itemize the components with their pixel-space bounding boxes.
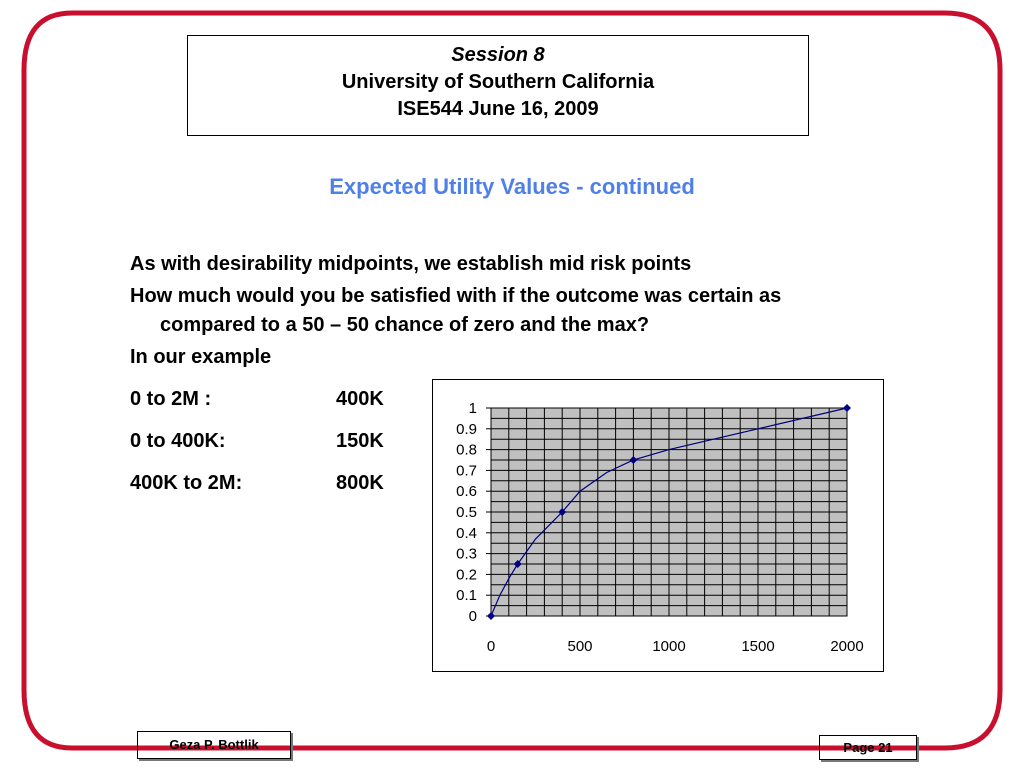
x-tick-label: 500: [567, 638, 592, 655]
data-point-marker: [843, 404, 851, 412]
bullet-example: In our example: [130, 346, 272, 368]
certainty-value: 800K: [336, 472, 384, 494]
author-box: Geza P. Bottlik: [137, 731, 291, 759]
x-tick-label: 1000: [652, 638, 685, 655]
data-point-marker: [487, 612, 495, 620]
y-tick-label: 0.1: [456, 587, 477, 604]
y-tick-label: 0.2: [456, 566, 477, 583]
range-label: 0 to 2M :: [130, 388, 212, 410]
example-row: 400K to 2M: 800K: [130, 469, 870, 498]
course-date: ISE544 June 16, 2009: [397, 98, 599, 120]
slide-title: Expected Utility Values - continued: [329, 174, 695, 199]
y-tick-label: 0.4: [456, 525, 477, 542]
certainty-value: 150K: [336, 430, 384, 452]
range-label: 400K to 2M:: [130, 472, 243, 494]
university-name: University of Southern California: [341, 71, 655, 93]
y-tick-label: 0.6: [456, 483, 477, 500]
example-row: 0 to 400K: 150K: [130, 427, 870, 456]
x-tick-label: 0: [487, 638, 495, 655]
range-label: 0 to 400K:: [130, 430, 226, 452]
session-header: Session 8 University of Southern Califor…: [187, 35, 809, 136]
slide-body: As with desirability midpoints, we estab…: [130, 250, 870, 511]
y-tick-label: 1: [469, 400, 477, 417]
session-label: Session 8: [451, 44, 545, 66]
x-tick-label: 2000: [830, 638, 863, 655]
y-tick-label: 0.8: [456, 442, 477, 459]
y-tick-label: 0: [469, 608, 477, 625]
bullet-midpoints: As with desirability midpoints, we estab…: [130, 253, 692, 275]
x-tick-label: 1500: [741, 638, 774, 655]
data-point-marker: [558, 508, 567, 516]
utility-chart: 0 0.1 0.2 0.3 0.4 0.5 0.6 0.7 0.8 0.9 1 0 500 1000 150…: [432, 379, 884, 672]
utility-curve: [490, 407, 848, 617]
y-tick-label: 0.7: [456, 462, 477, 479]
utility-chart-svg: 0 0.1 0.2 0.3 0.4 0.5 0.6 0.7 0.8 0.9 1 0 500 1000 150…: [456, 400, 864, 655]
bullet-question: How much would you be satisfied with if …: [130, 285, 782, 336]
data-point-marker: [513, 560, 522, 568]
page-number-box: Page 21: [819, 735, 917, 760]
data-point-marker: [629, 456, 638, 464]
certainty-value: 400K: [336, 388, 384, 410]
y-tick-label: 0.5: [456, 504, 477, 521]
y-tick-label: 0.3: [456, 546, 477, 563]
y-tick-label: 0.9: [456, 421, 477, 438]
example-row: 0 to 2M : 400K: [130, 385, 870, 414]
